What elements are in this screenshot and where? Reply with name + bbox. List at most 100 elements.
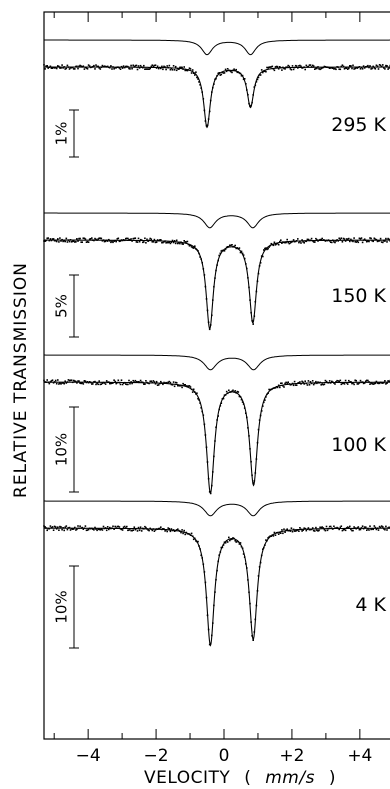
data-point bbox=[59, 382, 61, 384]
data-point bbox=[133, 381, 136, 383]
data-point bbox=[353, 237, 355, 239]
data-point bbox=[82, 528, 85, 530]
data-point bbox=[284, 382, 286, 385]
data-point bbox=[307, 380, 310, 382]
data-point bbox=[236, 247, 239, 249]
data-point bbox=[235, 247, 237, 250]
data-point bbox=[213, 455, 215, 458]
data-point bbox=[150, 528, 153, 530]
data-point bbox=[271, 534, 274, 536]
data-point bbox=[196, 392, 198, 394]
data-point bbox=[153, 238, 156, 241]
data-point bbox=[266, 539, 268, 542]
data-point bbox=[212, 622, 214, 624]
data-point bbox=[178, 529, 180, 532]
data-point bbox=[314, 382, 316, 385]
data-point bbox=[258, 265, 261, 267]
data-point bbox=[142, 66, 144, 69]
data-point bbox=[76, 382, 78, 384]
data-point bbox=[145, 68, 147, 70]
data-point bbox=[162, 68, 164, 71]
data-point bbox=[291, 530, 294, 533]
data-point bbox=[312, 529, 315, 532]
data-point bbox=[143, 383, 145, 385]
data-point bbox=[331, 380, 333, 383]
data-point bbox=[84, 238, 87, 240]
data-point bbox=[345, 238, 348, 240]
data-point bbox=[112, 66, 114, 68]
data-point bbox=[77, 67, 79, 70]
data-point bbox=[195, 248, 197, 250]
data-point bbox=[342, 237, 345, 240]
data-point bbox=[53, 525, 56, 528]
data-point bbox=[74, 241, 76, 243]
data-point bbox=[237, 391, 240, 393]
data-point bbox=[143, 64, 145, 67]
data-point bbox=[259, 561, 262, 564]
data-point bbox=[95, 383, 97, 386]
data-point bbox=[280, 532, 282, 534]
data-point bbox=[105, 529, 108, 532]
data-point bbox=[322, 527, 325, 529]
data-point bbox=[294, 530, 297, 532]
data-point bbox=[74, 68, 76, 70]
data-point bbox=[378, 64, 381, 66]
data-point bbox=[71, 66, 74, 69]
data-point bbox=[272, 387, 275, 389]
data-point bbox=[236, 390, 239, 393]
data-point bbox=[352, 382, 354, 384]
data-point bbox=[288, 65, 291, 68]
data-point bbox=[331, 241, 333, 244]
data-point bbox=[246, 267, 248, 270]
data-point bbox=[367, 379, 369, 382]
data-point bbox=[323, 65, 326, 68]
data-point bbox=[295, 384, 298, 386]
data-point bbox=[243, 78, 246, 80]
data-point bbox=[282, 532, 284, 535]
data-point bbox=[249, 602, 251, 605]
data-point bbox=[177, 67, 179, 70]
data-point bbox=[328, 240, 331, 242]
data-point bbox=[75, 65, 77, 68]
data-point bbox=[387, 380, 389, 382]
fit-curve bbox=[44, 527, 390, 647]
data-point bbox=[48, 527, 51, 530]
data-point bbox=[323, 528, 326, 531]
data-point bbox=[119, 240, 122, 242]
data-point bbox=[96, 529, 98, 532]
data-point bbox=[54, 66, 57, 69]
data-point bbox=[80, 382, 82, 385]
data-point bbox=[125, 65, 127, 68]
data-point bbox=[237, 541, 240, 543]
data-point bbox=[259, 74, 262, 76]
data-point bbox=[110, 382, 112, 385]
data-point bbox=[265, 396, 267, 398]
data-point bbox=[61, 528, 63, 531]
data-point bbox=[97, 238, 99, 240]
data-point bbox=[48, 239, 51, 242]
data-point bbox=[285, 381, 287, 384]
data-point bbox=[204, 434, 207, 436]
data-point bbox=[214, 277, 216, 279]
data-point bbox=[55, 67, 58, 70]
data-point bbox=[84, 66, 87, 69]
data-point bbox=[360, 66, 363, 69]
data-point bbox=[46, 379, 48, 381]
data-point bbox=[327, 527, 330, 530]
data-point bbox=[67, 239, 70, 241]
data-point bbox=[117, 237, 120, 240]
data-point bbox=[388, 380, 390, 383]
data-point bbox=[122, 382, 125, 384]
data-point bbox=[274, 66, 277, 68]
data-point bbox=[95, 238, 97, 241]
data-point bbox=[186, 385, 189, 387]
data-point bbox=[188, 67, 191, 69]
data-point bbox=[246, 416, 248, 419]
data-point bbox=[336, 66, 338, 68]
data-point bbox=[152, 65, 155, 68]
data-point bbox=[53, 381, 56, 383]
data-point bbox=[270, 388, 273, 391]
data-point bbox=[309, 64, 312, 66]
data-point bbox=[323, 383, 326, 386]
data-point bbox=[222, 544, 225, 546]
